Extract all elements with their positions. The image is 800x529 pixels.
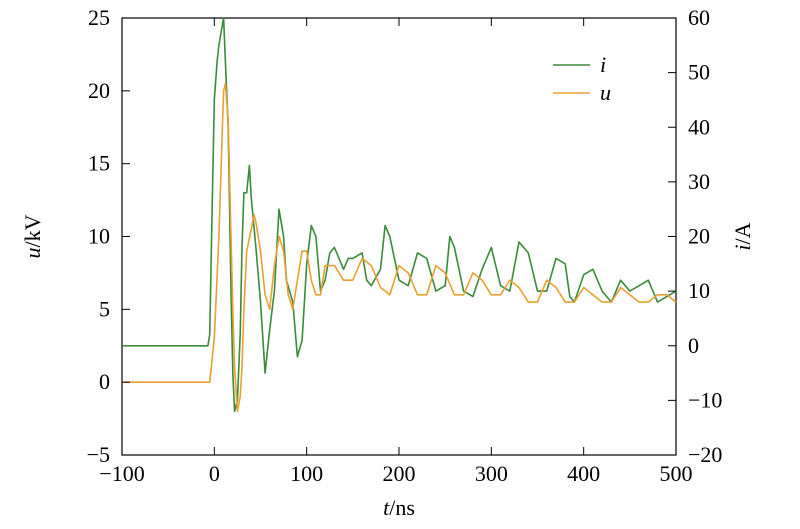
legend-label-i: i [600, 52, 606, 77]
x-tick-label: 100 [290, 461, 323, 486]
legend: iu [553, 52, 611, 105]
y-right-tick-label: 60 [688, 5, 710, 30]
x-tick-label: 200 [383, 461, 416, 486]
plot-frame [121, 17, 677, 456]
labels-layer: t/ns u/kV i/A [20, 214, 755, 520]
x-axis-label-var: t [383, 495, 390, 520]
x-axis-label: t/ns [383, 495, 415, 520]
x-tick-label: −100 [99, 461, 144, 486]
x-tick-label: 400 [567, 461, 600, 486]
y-right-tick-label: −10 [688, 387, 722, 412]
ticks-layer: −100 0 100 200 300 400 500−50510152025−20−1001… [87, 5, 723, 486]
y-left-axis-label: u/kV [20, 214, 45, 258]
y-right-tick-label: 10 [688, 278, 710, 303]
y-right-tick-label: 50 [688, 60, 710, 85]
y-left-tick-label: 20 [88, 78, 110, 103]
y-left-tick-label: 5 [99, 296, 110, 321]
x-tick-label: 500 [660, 461, 693, 486]
x-tick-label: 0 [209, 461, 220, 486]
series-line-i [122, 17, 677, 413]
legend-label-u: u [600, 80, 611, 105]
y-right-axis-label-unit: /A [730, 222, 755, 244]
y-left-tick-label: 0 [99, 369, 110, 394]
plot-border [121, 17, 677, 456]
y-right-tick-label: 20 [688, 224, 710, 249]
y-left-tick-label: 15 [88, 151, 110, 176]
y-right-axis-label: i/A [730, 222, 755, 250]
x-axis-label-unit: /ns [389, 495, 415, 520]
y-right-axis-label-var: i [730, 244, 755, 250]
y-right-tick-label: −20 [688, 442, 722, 467]
y-right-tick-label: 30 [688, 169, 710, 194]
y-left-tick-label: 10 [88, 224, 110, 249]
y-left-axis-label-unit: /kV [20, 214, 45, 247]
y-left-tick-label: −5 [87, 442, 110, 467]
series-line-u [122, 82, 677, 413]
y-right-tick-label: 40 [688, 114, 710, 139]
x-tick-label: 300 [475, 461, 508, 486]
y-left-tick-label: 25 [88, 5, 110, 30]
series-layer [122, 17, 677, 413]
y-left-axis-label-var: u [20, 248, 45, 259]
y-right-tick-label: 0 [688, 333, 699, 358]
